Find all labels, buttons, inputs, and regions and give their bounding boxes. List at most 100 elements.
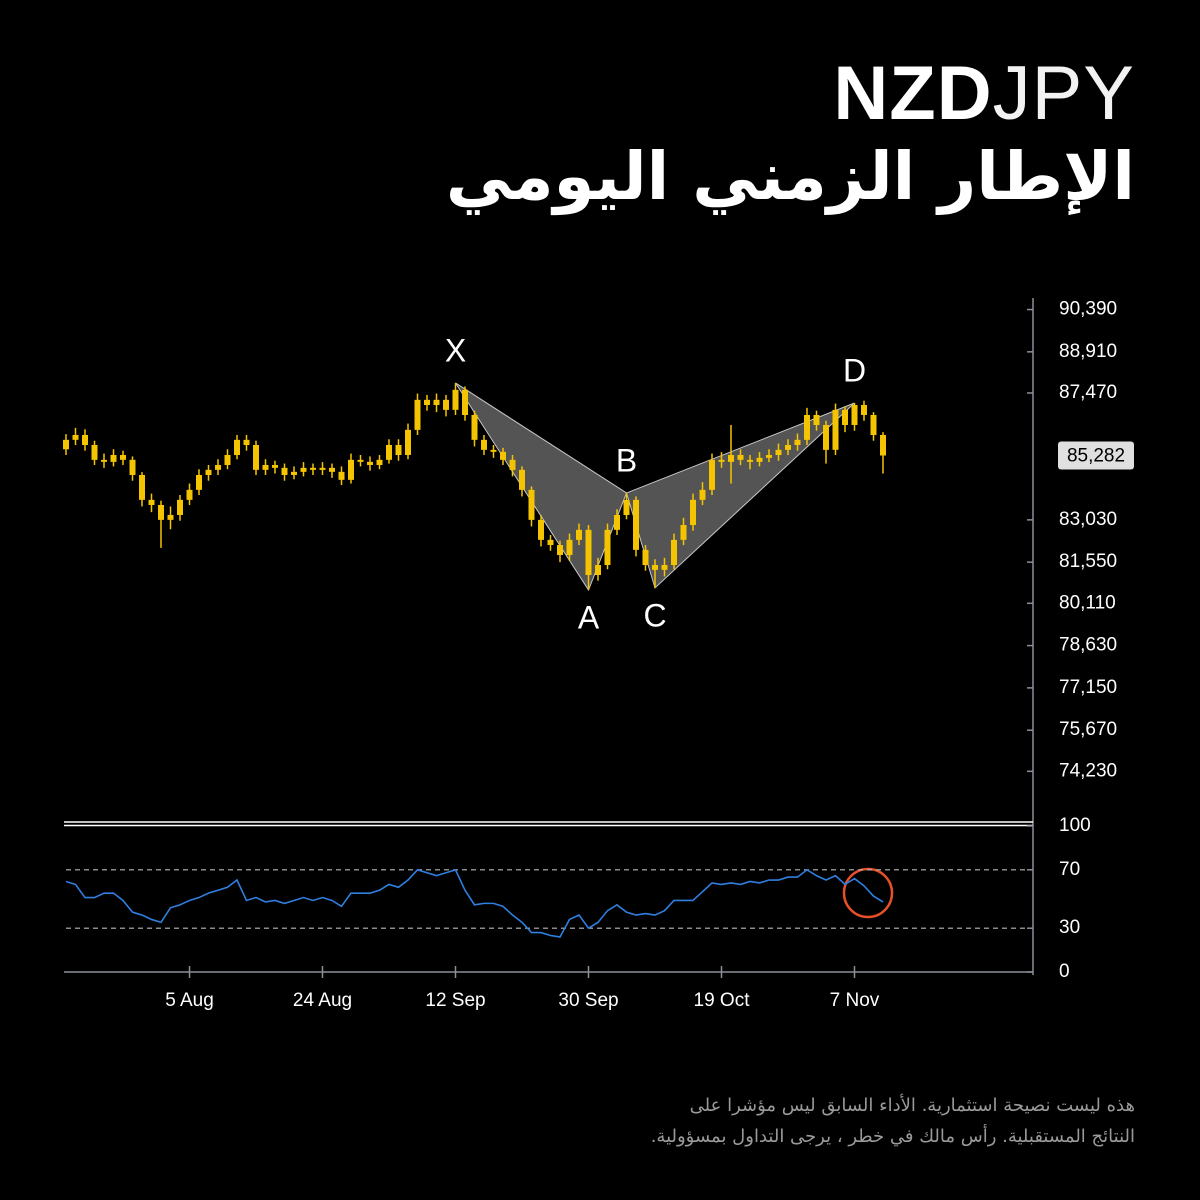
candle-body — [262, 464, 269, 470]
candle-body — [595, 565, 601, 576]
candle-body — [452, 389, 459, 410]
candle-body — [462, 389, 468, 415]
candle-body — [861, 404, 867, 415]
pattern-label: A — [578, 599, 600, 635]
candle-body — [490, 449, 497, 452]
candle-body — [880, 434, 886, 456]
candle-body — [528, 489, 535, 520]
candle-body — [718, 459, 725, 462]
candle-body — [500, 451, 506, 460]
indicator-line — [65, 868, 884, 938]
pattern-label: X — [445, 332, 466, 368]
x-tick-label: 30 Sep — [558, 990, 618, 1011]
candle-body — [870, 414, 877, 435]
candle-body — [690, 499, 696, 526]
candle-body — [405, 429, 411, 455]
candle-body — [680, 525, 687, 540]
candle-body — [785, 444, 791, 450]
candle-body — [604, 529, 611, 566]
candle-body — [433, 399, 440, 405]
y-tick-label: 83,030 — [1059, 509, 1117, 530]
candle-body — [91, 444, 98, 460]
candle-body — [576, 529, 582, 540]
candle-body — [547, 539, 554, 546]
candle-body — [737, 454, 744, 460]
title-bold: NZD — [833, 51, 993, 136]
candle-body — [633, 499, 639, 550]
candle-body — [728, 454, 734, 462]
x-tick-label: 7 Nov — [830, 990, 880, 1011]
pattern-label: D — [843, 352, 866, 388]
candle-body — [642, 549, 649, 566]
candle-body — [652, 565, 658, 570]
candle-body — [101, 459, 107, 462]
candle-body — [614, 515, 620, 530]
y-tick-label: 74,230 — [1059, 760, 1117, 781]
candle-body — [319, 467, 326, 470]
y-tick-label: 77,150 — [1059, 677, 1117, 698]
candle-body — [186, 489, 193, 500]
candle-body — [310, 467, 316, 470]
candle-body — [851, 404, 858, 425]
candle-body — [623, 499, 630, 516]
disclaimer-line: النتائج المستقبلية. رأس مالك في خطر ، ير… — [650, 1126, 1135, 1147]
candle-body — [766, 454, 772, 458]
disclaimer-line: هذه ليست نصيحة استثمارية. الأداء السابق … — [689, 1095, 1135, 1116]
candle-body — [139, 474, 145, 500]
candle-body — [224, 454, 231, 465]
y-tick-label: 0 — [1059, 961, 1070, 982]
candle-body — [82, 434, 88, 445]
candle-body — [167, 515, 174, 520]
candle-body — [842, 409, 848, 425]
candle-body — [585, 529, 592, 576]
y-tick-label: 78,630 — [1059, 635, 1117, 656]
y-tick-label: 81,550 — [1059, 551, 1117, 572]
candle-body — [709, 459, 715, 490]
pattern-triangle — [625, 402, 855, 589]
y-tick-label: 100 — [1059, 815, 1091, 836]
candle-body — [661, 565, 668, 570]
title-light: JPY — [992, 51, 1135, 136]
candle-body — [205, 469, 212, 475]
y-tick-label: 88,910 — [1059, 341, 1117, 362]
candle-body — [367, 461, 373, 465]
candle-body — [775, 449, 782, 455]
y-tick-label: 87,470 — [1059, 382, 1117, 403]
candle-body — [823, 424, 829, 450]
candle-body — [538, 519, 544, 540]
candle-body — [300, 467, 307, 472]
candle-body — [215, 464, 221, 470]
candle-body — [794, 439, 801, 445]
candle-body — [519, 469, 525, 490]
y-tick-label: 80,110 — [1059, 592, 1116, 613]
highlight-circle — [842, 867, 894, 919]
candle-body — [481, 439, 487, 450]
candle-body — [395, 444, 402, 455]
y-tick-label: 75,670 — [1059, 719, 1117, 740]
candle-body — [813, 414, 820, 425]
candle-body — [376, 459, 383, 465]
candle-body — [471, 414, 478, 440]
x-tick-label: 24 Aug — [293, 990, 352, 1011]
candle-body — [291, 471, 297, 475]
candle-body — [699, 489, 706, 500]
y-tick-label: 70 — [1059, 859, 1080, 880]
last-price-label: 85,282 — [1067, 446, 1125, 467]
candle-body — [120, 454, 126, 460]
x-tick-label: 12 Sep — [425, 990, 485, 1011]
candle-body — [348, 459, 354, 480]
candle-body — [72, 434, 79, 440]
candle-body — [253, 444, 259, 470]
candle-body — [509, 459, 516, 470]
candle-body — [747, 459, 753, 462]
candle-body — [386, 444, 392, 460]
candle-body — [832, 409, 839, 450]
candle-body — [196, 474, 202, 490]
candle-body — [63, 439, 69, 450]
last-price-box — [1058, 441, 1134, 470]
pattern-label: B — [616, 442, 637, 478]
candle-body — [804, 414, 810, 440]
candle-body — [281, 467, 288, 475]
